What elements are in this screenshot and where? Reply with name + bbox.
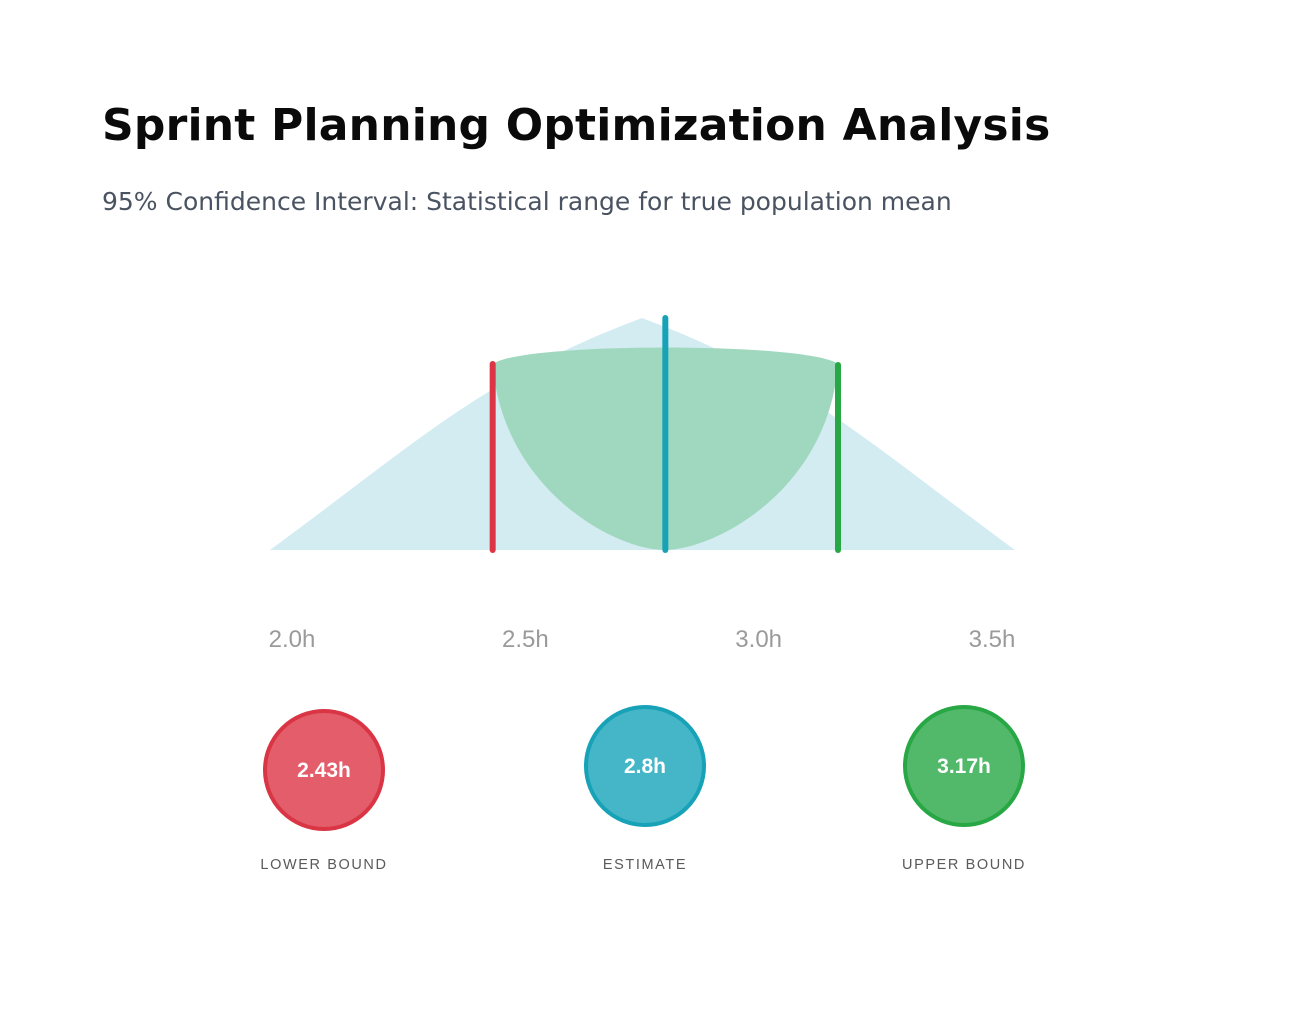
x-tick-label: 3.5h (969, 626, 1016, 653)
estimate-badge-value: 2.8h (624, 755, 666, 778)
upper-badge-label: UPPER BOUND (902, 857, 1026, 873)
upper-badge: 3.17h UPPER BOUND (902, 705, 1026, 873)
estimate-badge-label: ESTIMATE (603, 857, 687, 873)
lower-badge-value: 2.43h (297, 759, 351, 782)
page-title: Sprint Planning Optimization Analysis (102, 100, 1051, 151)
estimate-badge-circle (584, 705, 706, 827)
x-tick-label: 3.0h (735, 626, 782, 653)
x-tick-label: 2.5h (502, 626, 549, 653)
lower-badge: 2.43h LOWER BOUND (260, 709, 387, 873)
upper-badge-circle (903, 705, 1025, 827)
page-subtitle: 95% Confidence Interval: Statistical ran… (102, 187, 952, 216)
upper-badge-value: 3.17h (937, 755, 991, 778)
x-tick-label: 2.0h (269, 626, 316, 653)
lower-badge-circle (263, 709, 385, 831)
estimate-badge: 2.8h ESTIMATE (584, 705, 706, 873)
lower-badge-label: LOWER BOUND (260, 857, 387, 873)
